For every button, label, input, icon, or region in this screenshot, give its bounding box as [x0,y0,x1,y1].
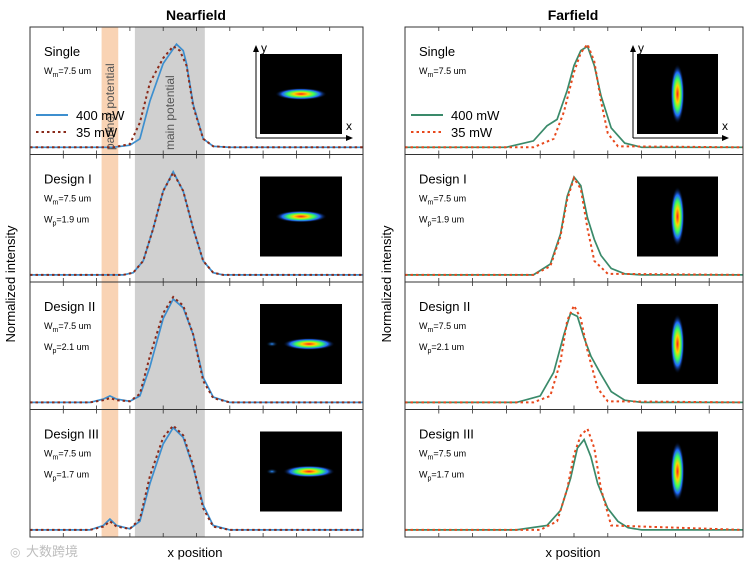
series-line-400mw [405,437,743,531]
series-line-400mw [30,297,363,404]
beam-spot [275,88,327,100]
series-line-35mw [405,426,744,531]
farfield-xlabel: x position [546,545,601,560]
arrow-up-icon [253,45,259,52]
panel-param: Wp=1.7 um [44,470,89,483]
watermark-logo: ◎ [10,545,20,559]
arrow-right-icon [722,135,729,141]
watermark-text: 大数跨境 [26,544,78,559]
inset-x-label: x [346,119,352,133]
series-line-35mw [405,175,744,276]
panel-param: Wp=1.7 um [419,470,464,483]
beam-spot [275,210,327,223]
panel-param: Wp=1.9 um [419,215,464,228]
farfield-title: Farfield [548,7,599,23]
inset-x-label: x [722,119,728,133]
beam-spot [670,186,685,247]
panel-param: Wm=7.5 um [419,66,466,79]
beam-spot [670,441,685,502]
series-line-400mw [30,169,363,276]
legend-label: 35 mW [451,125,493,140]
panel-label: Single [419,44,455,59]
nearfield-ylabel: Normalized intensity [3,225,18,343]
panel-label: Design II [419,299,470,314]
series-line-400mw [30,426,363,531]
partner-beam-spot [266,341,278,347]
partner-beam-spot [266,468,278,475]
panel-param: Wm=7.5 um [44,66,91,79]
panel-frame [29,409,364,538]
beam-spot [283,338,335,350]
panel-param: Wm=7.5 um [44,194,91,207]
panel-param: Wp=1.9 um [44,215,89,228]
arrow-right-icon [346,135,353,141]
panel-param: Wm=7.5 um [419,321,466,334]
panel-param: Wp=2.1 um [419,342,464,355]
nearfield-xlabel: x position [168,545,223,560]
legend-label: 35 mW [76,125,118,140]
inset-y-label: y [261,41,267,55]
series-line-400mw [30,42,363,149]
panel-label: Design II [44,299,95,314]
band-label: main potential [163,75,177,150]
series-line-400mw [405,311,743,404]
panel-frame [404,409,744,538]
arrow-up-icon [630,45,636,52]
series-line-35mw [405,303,744,404]
panel-label: Design I [419,172,467,187]
series-line-400mw [405,45,743,149]
panel-label: Design III [419,427,474,442]
beam-spot [283,465,335,478]
series-line-35mw [30,424,363,531]
beam-spot [670,64,685,124]
panel-label: Design I [44,172,92,187]
inset-y-label: y [638,41,644,55]
panel-param: Wm=7.5 um [44,449,91,462]
band-label: partner potential [103,63,117,150]
panel-param: Wm=7.5 um [419,194,466,207]
beam-spot [670,314,685,374]
panel-param: Wp=2.1 um [44,342,89,355]
panel-label: Single [44,44,80,59]
panel-param: Wm=7.5 um [44,321,91,334]
panel-param: Wm=7.5 um [419,449,466,462]
nearfield-title: Nearfield [166,7,226,23]
panel-label: Design III [44,427,99,442]
legend-label: 400 mW [76,108,125,123]
farfield-ylabel: Normalized intensity [379,225,394,343]
legend-label: 400 mW [451,108,500,123]
